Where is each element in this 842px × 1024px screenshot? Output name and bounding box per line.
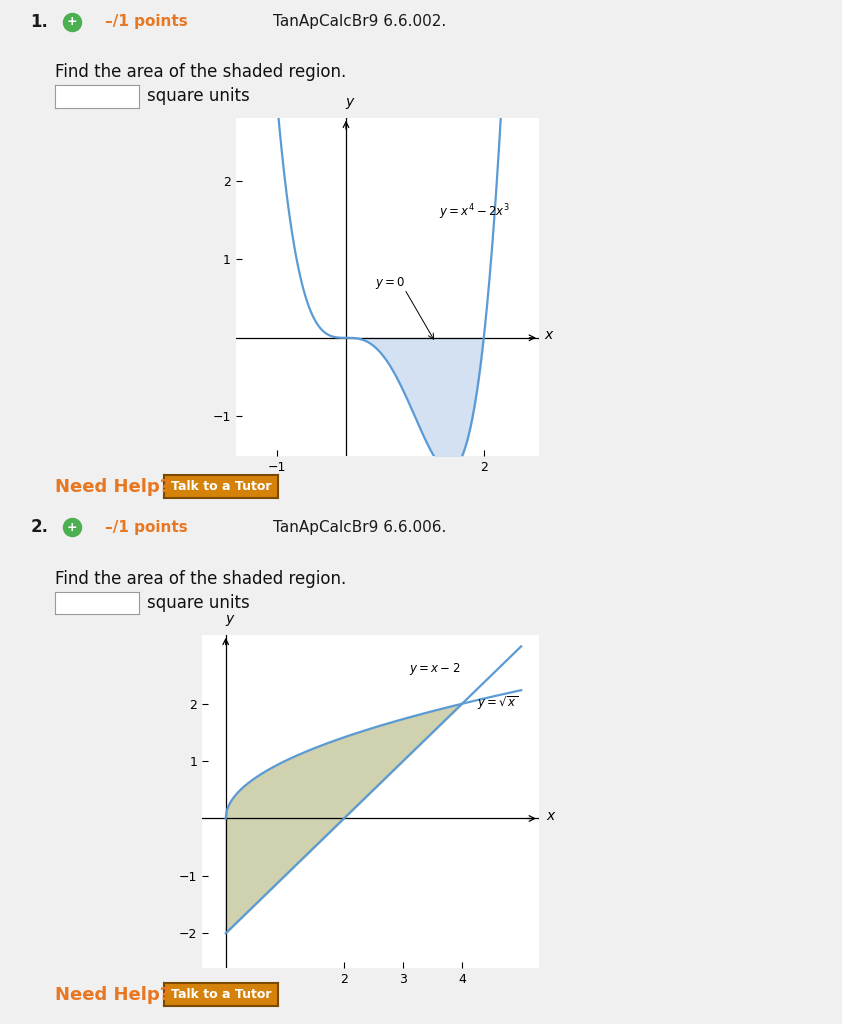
Text: 1.: 1. xyxy=(30,12,49,31)
Text: –/1 points: –/1 points xyxy=(104,14,188,29)
Text: TanApCalcBr9 6.6.002.: TanApCalcBr9 6.6.002. xyxy=(273,14,446,29)
Text: $y$: $y$ xyxy=(225,613,236,628)
Text: TanApCalcBr9 6.6.006.: TanApCalcBr9 6.6.006. xyxy=(273,520,446,535)
Text: +: + xyxy=(67,15,77,28)
Text: Talk to a Tutor: Talk to a Tutor xyxy=(171,480,271,493)
Text: $y$: $y$ xyxy=(344,96,355,112)
Text: $y = x - 2$: $y = x - 2$ xyxy=(409,662,461,677)
Text: Talk to a Tutor: Talk to a Tutor xyxy=(171,988,271,1000)
Text: $y = \sqrt{x}$: $y = \sqrt{x}$ xyxy=(477,694,518,712)
Text: +: + xyxy=(67,521,77,534)
Text: square units: square units xyxy=(147,594,250,612)
Text: $x$: $x$ xyxy=(544,328,554,342)
Text: Find the area of the shaded region.: Find the area of the shaded region. xyxy=(55,62,346,81)
Text: square units: square units xyxy=(147,87,250,105)
Text: Need Help?: Need Help? xyxy=(55,478,170,497)
Text: Find the area of the shaded region.: Find the area of the shaded region. xyxy=(55,569,346,588)
Text: Need Help?: Need Help? xyxy=(55,986,170,1005)
Text: –/1 points: –/1 points xyxy=(104,520,188,535)
Text: 2.: 2. xyxy=(30,518,49,537)
Text: $y = 0$: $y = 0$ xyxy=(375,274,405,291)
Text: $x$: $x$ xyxy=(546,809,557,822)
Text: $y = x^4 - 2x^3$: $y = x^4 - 2x^3$ xyxy=(439,202,509,221)
